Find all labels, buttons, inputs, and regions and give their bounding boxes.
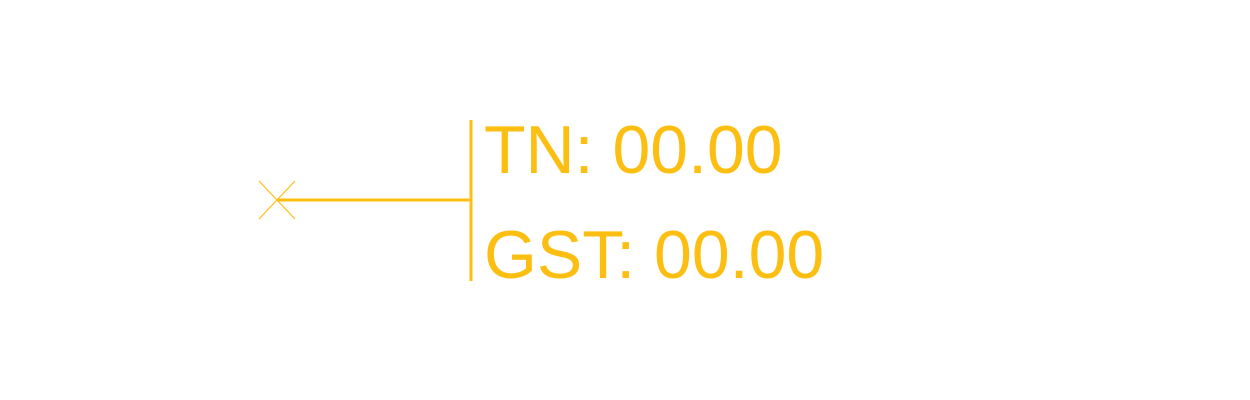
gst-label: GST: 00.00 bbox=[484, 221, 824, 289]
gst-label-value: 00.00 bbox=[654, 217, 825, 293]
tn-label-prefix: TN: bbox=[484, 112, 594, 188]
tn-label: TN: 00.00 bbox=[484, 116, 783, 184]
tn-label-value: 00.00 bbox=[612, 112, 783, 188]
gst-label-prefix: GST: bbox=[484, 217, 636, 293]
